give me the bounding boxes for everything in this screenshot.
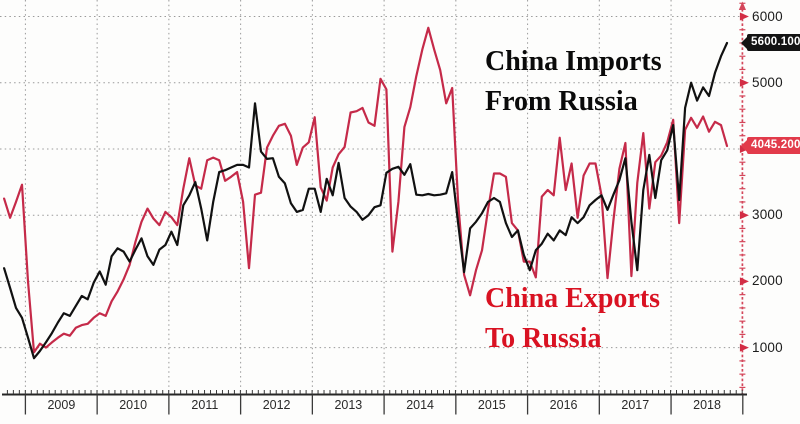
y-tick-label: 6000 (752, 8, 783, 24)
x-tick-label: 2017 (621, 398, 650, 412)
series-label-exports: China Exports To Russia (485, 279, 660, 359)
series-label-imports-line2: From Russia (485, 86, 638, 117)
y-major-tick-arrow-icon (739, 343, 749, 352)
y-tick-label: 5000 (752, 74, 783, 90)
y-major-tick-arrow-icon (739, 277, 749, 286)
series-label-exports-line2: To Russia (485, 323, 602, 354)
last-value-badge-exports: 4045.200 (741, 137, 800, 155)
y-tick-label: 1000 (752, 339, 783, 355)
x-tick-label: 2010 (119, 398, 148, 412)
series-label-imports: China Imports From Russia (485, 42, 662, 122)
x-tick-label: 2015 (477, 398, 506, 412)
series-label-exports-line1: China Exports (485, 283, 661, 314)
x-tick-label: 2009 (47, 398, 76, 412)
x-tick-label: 2016 (549, 398, 578, 412)
x-tick-label: 2012 (262, 398, 291, 412)
x-tick-label: 2018 (693, 398, 721, 412)
y-tick-label: 3000 (752, 207, 783, 223)
series-line-imports (2, 41, 729, 360)
series-line-exports (2, 26, 729, 354)
y-axis-up-arrow-icon (738, 1, 746, 10)
x-tick-label: 2013 (334, 398, 363, 412)
y-major-tick-arrow-icon (739, 211, 749, 220)
last-value-badge-imports: 5600.100 (741, 34, 800, 52)
x-tick-label: 2011 (191, 398, 219, 412)
y-major-tick-arrow-icon (739, 78, 749, 87)
y-tick-label: 2000 (752, 273, 783, 289)
y-major-tick-arrow-icon (739, 12, 749, 21)
series-label-imports-line1: China Imports (485, 46, 662, 77)
x-tick-label: 2014 (406, 398, 434, 412)
